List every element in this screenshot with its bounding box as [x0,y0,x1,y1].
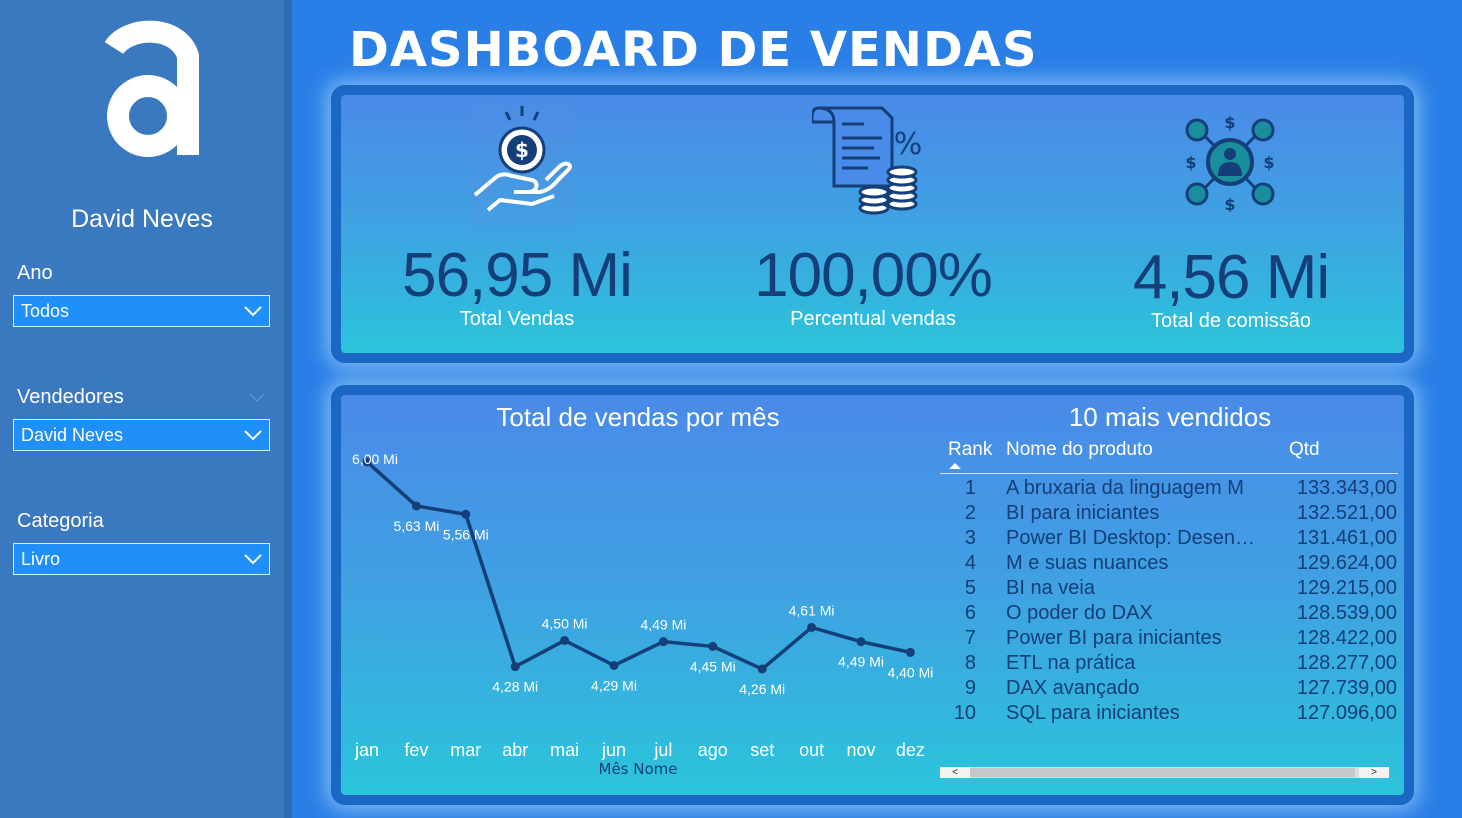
kpi-percentual-label: Percentual vendas [790,308,956,330]
table-cell-rank: 10 [953,702,976,724]
table-cell-qtd: 128.277,00 [1296,652,1397,674]
table-cell-rank: 9 [964,677,976,699]
table-cell-qtd: 129.624,00 [1296,552,1397,574]
table-cell-qtd: 132.521,00 [1296,502,1397,524]
table-cell-product: DAX avançado [1006,677,1140,699]
table-title: 10 mais vendidos [1068,402,1272,432]
filter-value-ano: Todos [21,300,70,321]
brand-logo-icon [104,20,199,157]
svg-text:$: $ [1224,195,1235,212]
table-cell-rank: 5 [964,577,976,599]
kpi-percentual-value: 100,00% [754,241,993,310]
commission-network-icon: $ $ $ $ [1185,114,1274,212]
table-cell-product: SQL para iniciantes [1006,702,1180,724]
table-cell-product: BI para iniciantes [1006,502,1160,524]
table-cell-product: O poder do DAX [1006,602,1153,624]
main-panel [331,385,1414,805]
kpi-total-vendas-value: 56,95 Mi [402,241,633,310]
table-cell-product: A bruxaria da linguagem M [1006,477,1244,499]
filter-label-vendedores: Vendedores [17,386,124,408]
table-cell-rank: 1 [964,477,976,499]
table-header-name[interactable]: Nome do produto [1006,439,1153,460]
table-cell-product: M e suas nuances [1006,552,1169,574]
table-header-divider [940,473,1398,474]
table-cell-qtd: 131.461,00 [1296,527,1397,549]
table-cell-product: BI na veia [1006,577,1095,599]
table-cell-product: ETL na prática [1006,652,1136,674]
table-cell-rank: 3 [964,527,976,549]
kpi-total-vendas-label: Total Vendas [459,308,575,330]
table-cell-qtd: 129.215,00 [1296,577,1397,599]
chevron-down-icon [244,430,262,441]
table-cell-rank: 8 [964,652,976,674]
page-title: DASHBOARD DE VENDAS [349,22,1038,78]
user-name: David Neves [71,205,213,233]
kpi-comissao-label: Total de comissão [1150,310,1312,332]
svg-text:$: $ [1263,153,1274,172]
document-coins-icon: % [812,106,923,215]
money-hand-icon: $ [470,100,575,225]
chevron-down-icon [244,306,262,317]
kpi-comissao-value: 4,56 Mi [1132,243,1330,312]
svg-text:$: $ [515,138,529,162]
svg-text:%: % [894,127,923,162]
scroll-left-icon[interactable]: < [940,767,970,778]
filter-value-categoria: Livro [21,548,61,569]
table-cell-rank: 6 [964,602,976,624]
table-cell-qtd: 133.343,00 [1296,477,1397,499]
chevron-down-icon[interactable] [248,392,266,404]
filter-dropdown-categoria[interactable]: Livro [13,543,270,575]
table-cell-rank: 2 [964,502,976,524]
table-cell-qtd: 127.096,00 [1296,702,1397,724]
table-cell-qtd: 128.539,00 [1296,602,1397,624]
table-header-qtd[interactable]: Qtd [1289,439,1320,460]
table-cell-rank: 7 [964,627,976,649]
filter-label-categoria: Categoria [17,510,104,532]
horizontal-scrollbar[interactable]: < > [940,767,1389,778]
filter-dropdown-vendedores[interactable]: David Neves [13,419,270,451]
chevron-down-icon [244,554,262,565]
svg-text:$: $ [1224,114,1235,132]
table-cell-rank: 4 [964,552,976,574]
filter-label-ano: Ano [17,262,53,284]
scroll-thumb[interactable] [970,768,1355,777]
table-cell-product: Power BI Desktop: Desen… [1006,527,1255,549]
table-cell-product: Power BI para iniciantes [1006,627,1222,649]
sort-ascending-icon [949,463,961,469]
table-cell-qtd: 128.422,00 [1296,627,1397,649]
table-header-rank[interactable]: Rank [948,439,993,460]
table-cell-qtd: 127.739,00 [1296,677,1397,699]
chart-title: Total de vendas por mês [496,402,780,432]
sidebar-divider [284,0,292,818]
scroll-right-icon[interactable]: > [1359,767,1389,778]
svg-text:$: $ [1185,153,1196,172]
sidebar: David Neves Ano Todos Vendedores David N… [0,0,284,818]
filter-dropdown-ano[interactable]: Todos [13,295,270,327]
filter-value-vendedores: David Neves [21,424,124,445]
